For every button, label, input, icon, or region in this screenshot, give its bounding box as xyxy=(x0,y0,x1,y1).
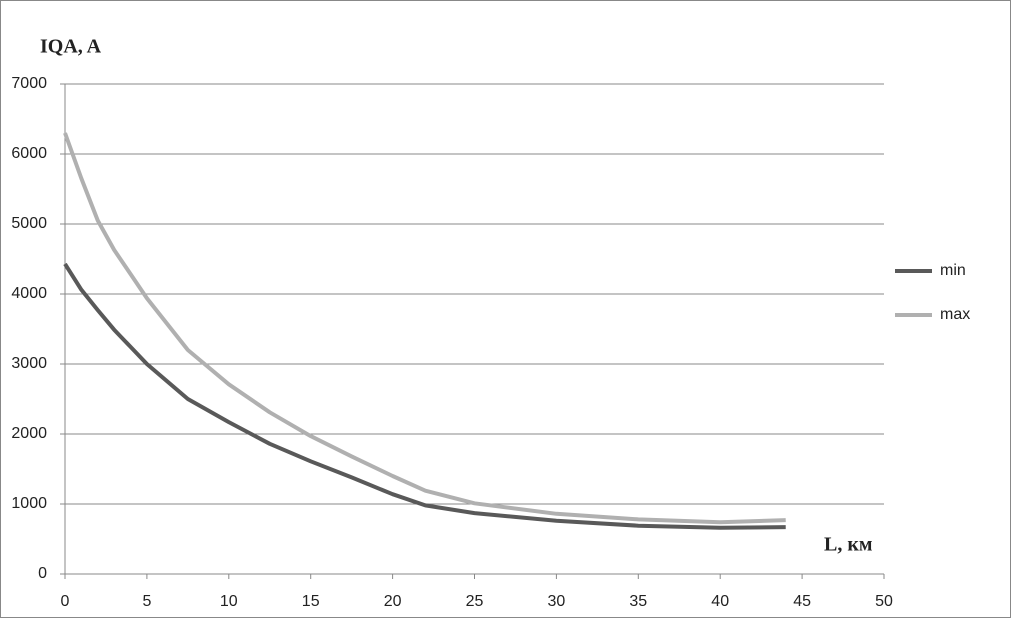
line-series xyxy=(63,262,786,530)
x-tick-label: 30 xyxy=(548,593,566,610)
x-tick-label: 35 xyxy=(629,593,647,610)
legend-label: max xyxy=(940,306,970,323)
y-tick-label: 2000 xyxy=(11,425,47,442)
y-tick-label: 0 xyxy=(38,565,47,582)
x-axis-label: L, км xyxy=(824,534,873,556)
y-tick-label: 5000 xyxy=(11,215,47,232)
line-series xyxy=(63,132,786,525)
y-tick-label: 4000 xyxy=(11,285,47,302)
x-tick-label: 25 xyxy=(466,593,484,610)
x-tick-label: 15 xyxy=(302,593,320,610)
y-tick-label: 3000 xyxy=(11,355,47,372)
y-tick-label: 7000 xyxy=(11,75,47,92)
y-tick-label: 1000 xyxy=(11,495,47,512)
x-tick-label: 0 xyxy=(61,593,70,610)
x-tick-label: 10 xyxy=(220,593,238,610)
legend-label: min xyxy=(940,262,966,279)
x-tick-label: 50 xyxy=(875,593,893,610)
x-tick-label: 5 xyxy=(142,593,151,610)
y-tick-label: 6000 xyxy=(11,145,47,162)
x-tick-label: 40 xyxy=(711,593,729,610)
x-tick-label: 45 xyxy=(793,593,811,610)
x-tick-label: 20 xyxy=(384,593,402,610)
y-axis-label: IQA, A xyxy=(40,36,102,58)
